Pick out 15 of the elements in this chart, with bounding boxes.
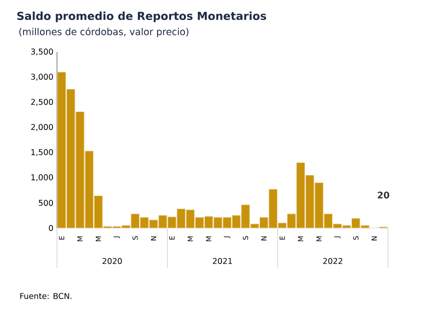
- chart-title: Saldo promedio de Reportos Monetarios: [17, 12, 266, 22]
- text: 2021: [212, 258, 232, 264]
- y-tick-label: 0: [48, 224, 53, 232]
- source-note: Fuente: BCN.: [20, 292, 72, 300]
- y-tick-label: 2,000: [31, 124, 53, 131]
- text: 2022: [323, 258, 342, 264]
- y-tick-label: 1,500: [31, 149, 53, 156]
- text: 20: [378, 192, 390, 198]
- y-tick-label: 3,000: [31, 74, 53, 81]
- y-tick-label: 500: [38, 200, 53, 206]
- y-tick-label: 1,000: [31, 174, 53, 182]
- chart-subtitle: (millones de córdobas, valor precio): [19, 28, 188, 38]
- y-tick-label: 3,500: [31, 48, 53, 56]
- text: 2020: [102, 258, 122, 264]
- y-tick-label: 2,500: [31, 98, 53, 106]
